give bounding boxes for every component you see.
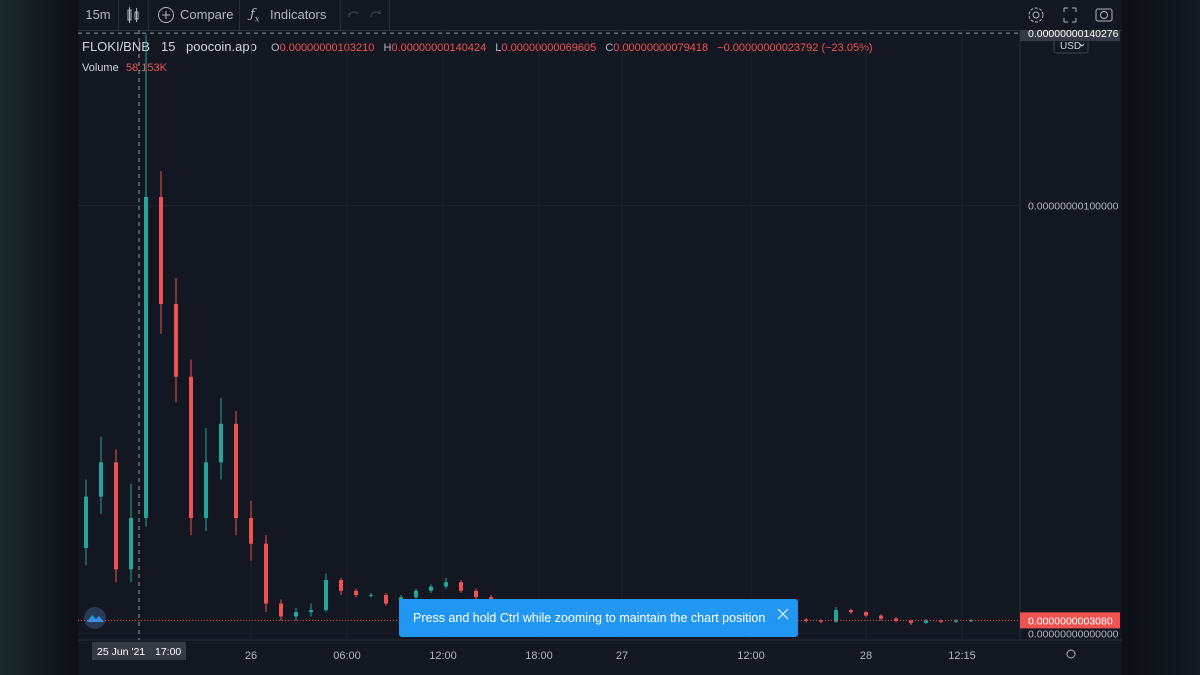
change-value: −0.00000000023792 (−23.05%) bbox=[717, 42, 872, 54]
x-tick-label: 18:00 bbox=[525, 650, 553, 662]
candle-body bbox=[354, 590, 358, 596]
candle-icon bbox=[127, 7, 139, 23]
chart-app: 15m Compare ƒx Indicators FLOKI/BNB 15 p… bbox=[78, 0, 1122, 675]
fx-icon: ƒx bbox=[250, 7, 260, 24]
time-settings[interactable] bbox=[1066, 649, 1076, 659]
candle-body bbox=[909, 620, 913, 623]
open-value: 0.00000000103210 bbox=[280, 42, 375, 54]
last-price-tag bbox=[1020, 612, 1120, 629]
undo-redo-icon bbox=[348, 10, 381, 18]
candle-body bbox=[264, 543, 268, 604]
candle-body bbox=[204, 462, 208, 518]
candle-body bbox=[804, 619, 808, 621]
candle-body bbox=[879, 615, 883, 619]
candle-body bbox=[309, 610, 313, 613]
x-tick-label: 12:00 bbox=[737, 650, 765, 662]
y-tick-label: 0.00000000000000 bbox=[1028, 629, 1119, 641]
ohlc-legend: O0.00000000103210 H0.00000000140424 L0.0… bbox=[271, 42, 873, 54]
y-tick-label: 0.00000000100000 bbox=[1028, 201, 1119, 213]
chart: FLOKI/BNB 15 poocoin.app O0.000000001032… bbox=[78, 30, 1122, 662]
volume-value: 58.153K bbox=[126, 62, 168, 74]
candle-body bbox=[294, 612, 298, 617]
legend-source: poocoin.app bbox=[186, 39, 257, 54]
low-value: 0.00000000069605 bbox=[501, 42, 596, 54]
compare-button[interactable]: Compare bbox=[149, 0, 240, 30]
x-tick-label: 26 bbox=[245, 650, 257, 662]
candle-body bbox=[234, 423, 238, 518]
volume-label: Volume bbox=[82, 62, 119, 74]
x-tick-label: 12:15 bbox=[948, 650, 976, 662]
indicators-label: Indicators bbox=[270, 7, 327, 22]
candle-body bbox=[324, 580, 328, 611]
h-label: H bbox=[383, 42, 391, 54]
compare-label: Compare bbox=[180, 7, 234, 22]
candle-body bbox=[84, 496, 88, 548]
candle-body bbox=[924, 620, 928, 623]
candle-body bbox=[249, 518, 253, 544]
o-label: O bbox=[271, 42, 280, 54]
candle-body bbox=[939, 620, 943, 622]
toast-close[interactable] bbox=[776, 607, 790, 621]
x-tick-label: 06:00 bbox=[333, 650, 361, 662]
plus-icon bbox=[158, 7, 174, 23]
toast-text: Press and hold Ctrl while zooming to mai… bbox=[413, 611, 766, 625]
currency-caret bbox=[1079, 43, 1085, 47]
candle-body bbox=[114, 462, 118, 570]
candle-body bbox=[219, 423, 223, 463]
currency[interactable]: USD bbox=[1060, 41, 1081, 52]
candle-body bbox=[819, 620, 823, 622]
candle-body bbox=[444, 582, 448, 587]
crosshair-time-tag bbox=[92, 642, 186, 660]
crosshair-time: 17:00 bbox=[155, 646, 181, 658]
undo-redo[interactable] bbox=[341, 0, 390, 30]
symbol: FLOKI/BNB bbox=[82, 39, 150, 54]
interval-button[interactable]: 15m bbox=[78, 0, 119, 30]
crosshair-price-tag bbox=[1020, 30, 1120, 42]
candle-body bbox=[834, 610, 838, 622]
chart-type-button[interactable] bbox=[118, 0, 149, 30]
toolbar: 15m Compare ƒx Indicators bbox=[78, 0, 1122, 31]
candle-body bbox=[279, 603, 283, 617]
candle-body bbox=[864, 612, 868, 616]
grid bbox=[78, 30, 1020, 640]
candle-body bbox=[954, 620, 958, 622]
candle-body bbox=[339, 580, 343, 591]
candle-body bbox=[144, 196, 148, 518]
candle-body bbox=[369, 595, 373, 597]
legend-interval: 15 bbox=[161, 39, 175, 54]
settings-icons[interactable] bbox=[1022, 0, 1122, 30]
candle-body bbox=[429, 586, 433, 591]
candle-body bbox=[894, 618, 898, 621]
crosshair-date: 25 Jun '21 bbox=[97, 646, 145, 658]
candle-body bbox=[99, 462, 103, 497]
last-price-label: 0.0000000003080 bbox=[1028, 615, 1113, 627]
close-value: 0.00000000079418 bbox=[613, 42, 708, 54]
toast: Press and hold Ctrl while zooming to mai… bbox=[399, 599, 798, 637]
candle-body bbox=[174, 303, 178, 377]
candle-body bbox=[969, 620, 973, 622]
x-tick-label: 12:00 bbox=[429, 650, 457, 662]
indicators-button[interactable]: ƒx Indicators bbox=[240, 0, 341, 30]
candle-body bbox=[189, 376, 193, 518]
candle-body bbox=[474, 590, 478, 598]
candle-body bbox=[459, 582, 463, 591]
l-label: L bbox=[495, 42, 501, 54]
crosshair-price-label: 0.00000000140276 bbox=[1028, 30, 1119, 40]
candle-body bbox=[849, 610, 853, 613]
candle-body bbox=[414, 590, 418, 598]
c-label: C bbox=[605, 42, 613, 54]
candle-body bbox=[159, 196, 163, 304]
x-tick-label: 27 bbox=[616, 650, 628, 662]
candle-body bbox=[129, 518, 133, 570]
high-value: 0.00000000140424 bbox=[391, 42, 486, 54]
x-tick-label: 28 bbox=[860, 650, 872, 662]
candle-body bbox=[384, 595, 388, 604]
